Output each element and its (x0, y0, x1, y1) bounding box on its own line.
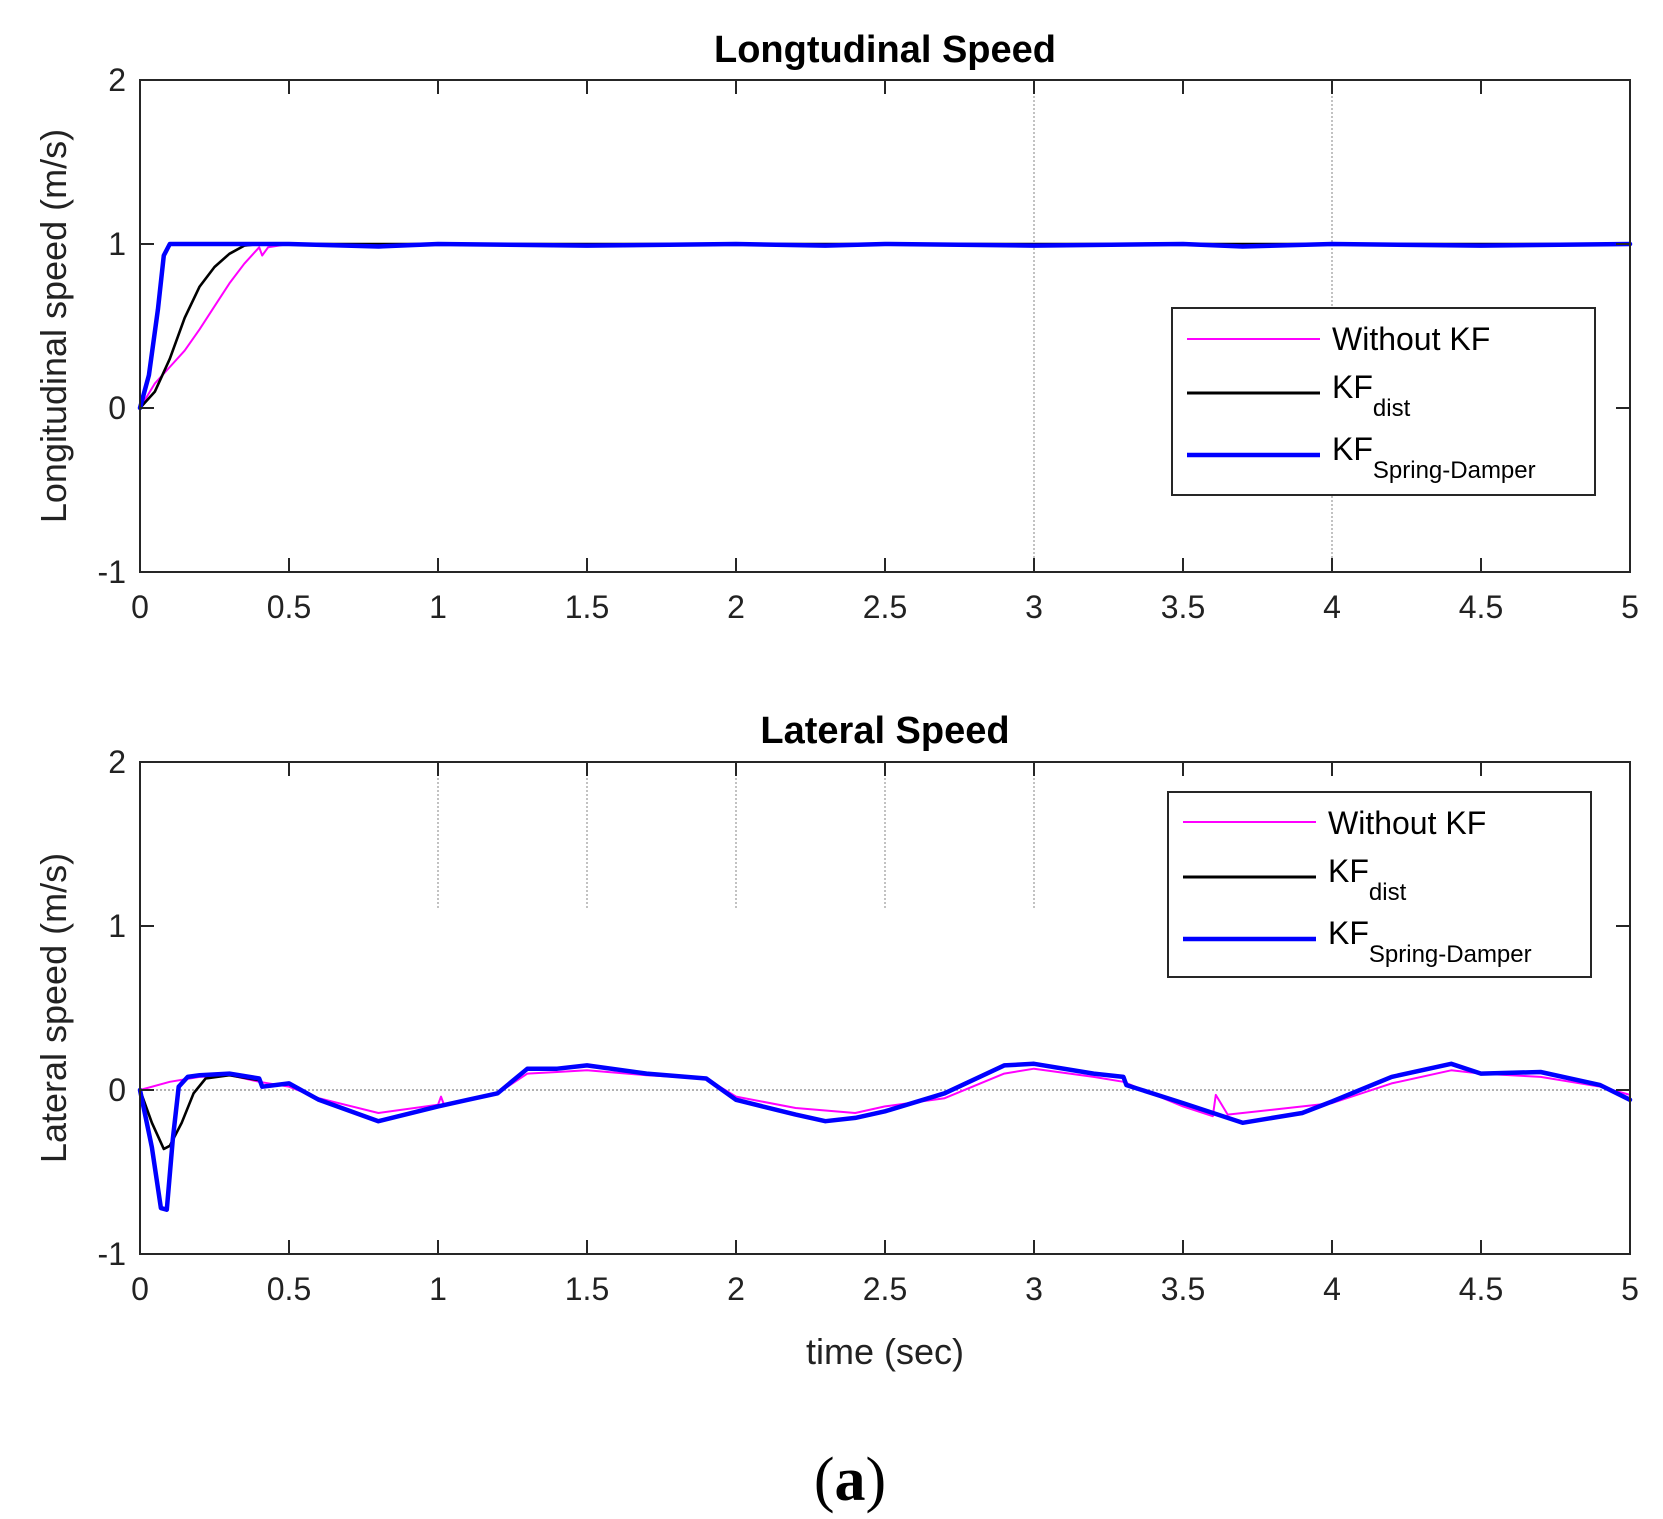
figure-caption: (a) (814, 1446, 886, 1514)
x-tick-label: 3.5 (1161, 1271, 1205, 1307)
legend-subscript: dist (1369, 879, 1407, 906)
legend: Without KF KFdist KFSpring-Damper (1171, 307, 1596, 496)
x-tick-label: 0 (131, 1271, 149, 1307)
y-tick-labels: -1 0 1 2 (98, 62, 126, 590)
caption-letter: a (835, 1446, 866, 1514)
legend-label-kf-dist: KFdist (1332, 369, 1411, 422)
legend-subscript: Spring-Damper (1373, 457, 1536, 484)
x-tick-labels: 0 0.5 1 1.5 2 2.5 3 3.5 4 4.5 5 (131, 1271, 1639, 1307)
reference-lines (140, 762, 1630, 1091)
lateral-speed-chart: Lateral Speed 0 0.5 1 1.5 2 2.5 3 3.5 4 4.5 5 -101… (33, 710, 1639, 1372)
y-tick-labels: -1 0 1 2 (98, 744, 126, 1272)
y-tick-label: 0 (108, 390, 126, 426)
series-line-kfspring-damper (137, 241, 1633, 411)
series-line-kfdist (138, 1073, 261, 1151)
series-group (137, 1061, 1633, 1212)
x-tick-label: 3.5 (1161, 589, 1205, 625)
legend-subscript: Spring-Damper (1369, 941, 1532, 968)
x-tick-label: 0.5 (267, 1271, 311, 1307)
x-tick-label: 1 (429, 1271, 447, 1307)
axis-ticks (139, 79, 1631, 573)
axis-ticks (139, 761, 1631, 1255)
x-tick-label: 3 (1025, 589, 1043, 625)
y-tick-label: -1 (98, 554, 126, 590)
legend-main: KF (1328, 915, 1369, 951)
y-tick-label: 1 (108, 908, 126, 944)
x-tick-label: 4 (1323, 589, 1341, 625)
chart-title: Lateral Speed (760, 710, 1009, 752)
legend: Without KF KFdist KFSpring-Damper (1167, 791, 1592, 978)
legend-main: KF (1332, 431, 1373, 467)
series-line-kfspring-damper (137, 1061, 1633, 1212)
y-tick-label: 2 (108, 62, 126, 98)
x-tick-label: 4.5 (1459, 589, 1503, 625)
legend-main: KF (1332, 369, 1373, 405)
y-tick-label: 2 (108, 744, 126, 780)
x-tick-label: 5 (1621, 589, 1639, 625)
x-axis-label: time (sec) (806, 1331, 964, 1372)
x-tick-labels: 0 0.5 1 1.5 2 2.5 3 3.5 4 4.5 5 (131, 589, 1639, 625)
x-tick-label: 2 (727, 589, 745, 625)
legend-label-kf-spring-damper: KFSpring-Damper (1332, 431, 1536, 484)
series-group (137, 241, 1633, 411)
legend-label-without-kf: Without KF (1332, 321, 1490, 357)
legend-label-kf-spring-damper: KFSpring-Damper (1328, 915, 1532, 968)
y-tick-label: 1 (108, 226, 126, 262)
longitudinal-speed-chart: Longtudinal Speed 0 0.5 1 1.5 2 2.5 3 3.5 4 4.5 5 … (33, 29, 1639, 625)
x-tick-label: 2.5 (863, 1271, 907, 1307)
y-axis-label: Lateral speed (m/s) (33, 853, 74, 1163)
y-tick-label: 0 (108, 1072, 126, 1108)
x-tick-label: 1 (429, 589, 447, 625)
legend-subscript: dist (1373, 395, 1411, 422)
legend-label-kf-dist: KFdist (1328, 853, 1407, 906)
x-tick-label: 4 (1323, 1271, 1341, 1307)
x-tick-label: 1.5 (565, 1271, 609, 1307)
x-tick-label: 4.5 (1459, 1271, 1503, 1307)
x-tick-label: 2.5 (863, 589, 907, 625)
legend-main: KF (1328, 853, 1369, 889)
legend-label-without-kf: Without KF (1328, 805, 1486, 841)
x-tick-label: 0 (131, 589, 149, 625)
x-tick-label: 3 (1025, 1271, 1043, 1307)
y-tick-label: -1 (98, 1236, 126, 1272)
x-tick-label: 2 (727, 1271, 745, 1307)
x-tick-label: 5 (1621, 1271, 1639, 1307)
caption-close-paren: ) (866, 1446, 887, 1514)
caption-open-paren: ( (814, 1446, 835, 1514)
x-tick-label: 1.5 (565, 589, 609, 625)
x-tick-label: 0.5 (267, 589, 311, 625)
chart-title: Longtudinal Speed (714, 29, 1056, 71)
y-axis-label: Longitudinal speed (m/s) (33, 129, 74, 523)
